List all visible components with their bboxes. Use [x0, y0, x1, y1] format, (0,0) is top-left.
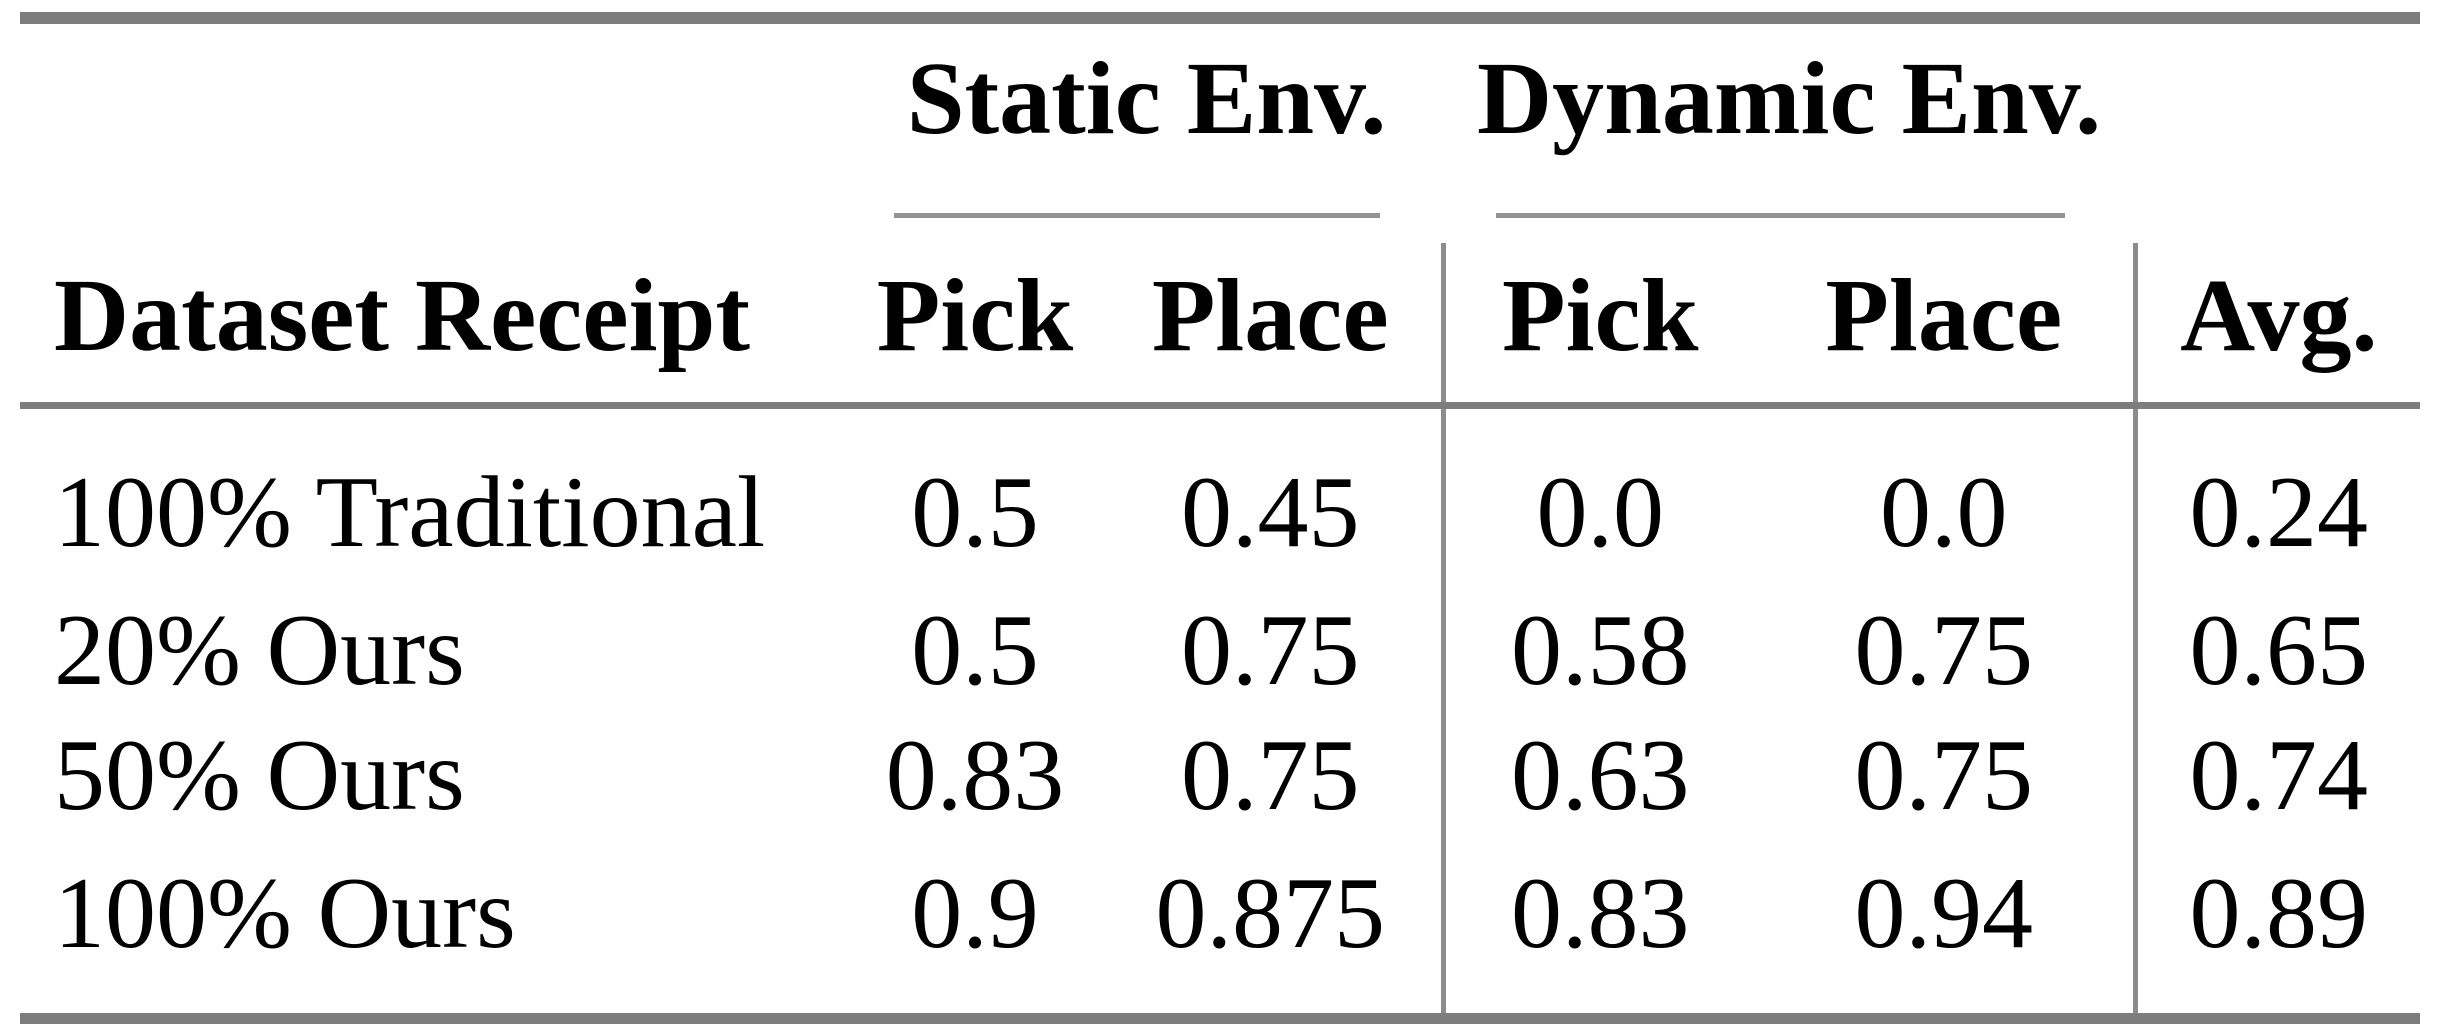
- table-row: 100% Ours 0.9 0.875 0.83 0.94 0.89: [20, 838, 2421, 1019]
- cell-static-place: 0.875: [1155, 856, 1386, 970]
- cell-dynamic-place: 0.75: [1854, 594, 2034, 707]
- row-label: 50% Ours: [54, 719, 465, 832]
- group-header-dynamic-label: Dynamic Env.: [1476, 41, 2102, 156]
- col-header-dataset: Dataset Receipt: [20, 243, 850, 409]
- col-header-static-pick: Pick: [850, 243, 1100, 409]
- row-label: 20% Ours: [54, 594, 465, 707]
- row-label: 100% Traditional: [54, 455, 766, 569]
- cell-dynamic-place: 0.94: [1854, 856, 2034, 970]
- cell-static-pick: 0.9: [911, 856, 1039, 970]
- cell-dynamic-place: 0.0: [1880, 455, 2008, 569]
- column-header-row: Dataset Receipt Pick Place Pick Place Av…: [20, 243, 2421, 409]
- col-header-dynamic-place: Place: [1755, 243, 2136, 409]
- cell-avg: 0.24: [2132, 405, 2421, 588]
- cell-static-place: 0.45: [1181, 455, 1360, 569]
- table-row: 100% Traditional 0.5 0.45 0.0 0.0 0.24: [20, 405, 2421, 588]
- cell-static-pick: 0.5: [911, 594, 1039, 707]
- cell-dynamic-pick: 0.63: [1440, 713, 1756, 838]
- group-header-static-cell: Static Env.: [850, 18, 1443, 243]
- col-header-avg: Avg.: [2132, 243, 2421, 409]
- cell-dynamic-pick: 0.83: [1440, 838, 1756, 1019]
- cmidrule-static: [894, 212, 1381, 218]
- table-row: 20% Ours 0.5 0.75 0.58 0.75 0.65: [20, 588, 2421, 713]
- cmidrule-dynamic: [1496, 212, 2066, 218]
- results-table: Static Env. Dynamic Env. Dataset Receipt…: [20, 12, 2421, 1024]
- cell-static-pick: 0.83: [885, 719, 1065, 832]
- group-header-static-label: Static Env.: [906, 41, 1387, 156]
- cell-static-place: 0.75: [1181, 719, 1360, 832]
- col-header-dynamic-pick: Pick: [1440, 243, 1756, 409]
- cell-static-place: 0.75: [1181, 594, 1360, 707]
- group-header-spacer-right: [2135, 18, 2420, 243]
- cell-avg: 0.89: [2132, 838, 2421, 1019]
- cell-dynamic-place: 0.75: [1854, 719, 2034, 832]
- col-header-static-place: Place: [1100, 243, 1444, 409]
- table-row: 50% Ours 0.83 0.75 0.63 0.75 0.74: [20, 713, 2421, 838]
- paper-table-page: { "colors": { "rule_heavy": "#7d7d7d", "…: [20, 12, 2421, 1024]
- cell-dynamic-pick: 0.0: [1440, 405, 1756, 588]
- row-label: 100% Ours: [54, 856, 516, 970]
- cell-static-pick: 0.5: [911, 455, 1039, 569]
- cell-avg: 0.65: [2132, 588, 2421, 713]
- cell-avg: 0.74: [2132, 713, 2421, 838]
- group-header-spacer-left: [20, 18, 850, 243]
- group-header-row: Static Env. Dynamic Env.: [20, 18, 2420, 243]
- cell-dynamic-pick: 0.58: [1440, 588, 1756, 713]
- group-header-dynamic-cell: Dynamic Env.: [1443, 18, 2135, 243]
